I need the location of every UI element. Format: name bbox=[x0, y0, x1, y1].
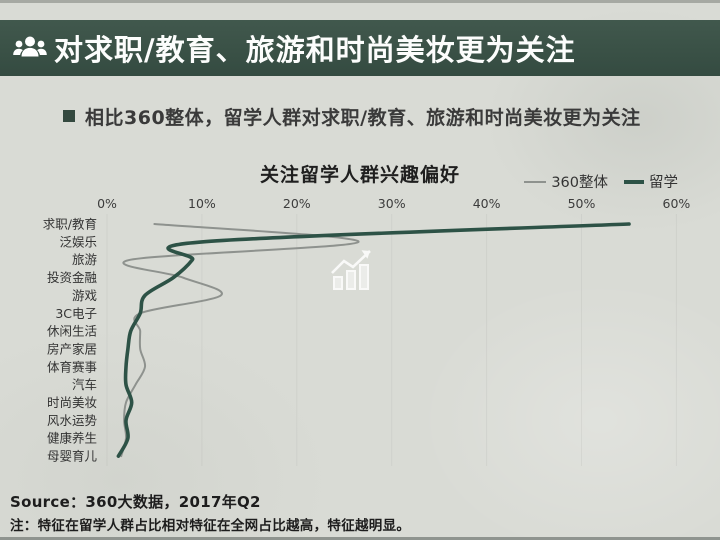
footer-note: 注：特征在留学人群占比相对特征在全网占比越高，特征越明显。 bbox=[10, 518, 411, 534]
category-label: 汽车 bbox=[72, 377, 97, 392]
category-label: 时尚美妆 bbox=[47, 395, 97, 410]
header-bar: 对求职/教育、旅游和时尚美妆更为关注 bbox=[0, 20, 720, 76]
category-label: 健康养生 bbox=[47, 431, 97, 446]
category-label: 3C电子 bbox=[55, 306, 97, 321]
key-point-text: 相比360整体，留学人群对求职/教育、旅游和时尚美妆更为关注 bbox=[85, 107, 641, 129]
category-label: 投资金融 bbox=[47, 270, 98, 285]
bullet-square-icon bbox=[63, 110, 75, 122]
overall-line-swatch-icon bbox=[524, 180, 547, 183]
legend-label-liuxue: 留学 bbox=[649, 175, 678, 191]
legend-label-overall: 360整体 bbox=[551, 175, 608, 191]
liuxue-line-swatch-icon bbox=[624, 179, 644, 184]
x-tick-label: 20% bbox=[283, 196, 311, 211]
header-title: 对求职/教育、旅游和时尚美妆更为关注 bbox=[54, 33, 576, 67]
bar-chart-growth-watermark-icon bbox=[331, 250, 371, 290]
x-tick-label: 10% bbox=[188, 196, 216, 211]
footer-source: Source：360大数据，2017年Q2 bbox=[10, 493, 261, 511]
category-label: 旅游 bbox=[72, 252, 98, 267]
category-label: 体育赛事 bbox=[47, 359, 97, 374]
category-label: 泛娱乐 bbox=[59, 234, 97, 249]
key-point-row: 相比360整体，留学人群对求职/教育、旅游和时尚美妆更为关注 bbox=[63, 103, 641, 130]
slide-top-edge bbox=[0, 0, 720, 3]
x-tick-label: 30% bbox=[378, 196, 406, 211]
people-group-icon bbox=[13, 36, 47, 57]
category-label: 求职/教育 bbox=[43, 217, 97, 232]
x-tick-label: 40% bbox=[473, 196, 501, 211]
legend-item-overall: 360整体 bbox=[524, 171, 608, 192]
category-label: 房产家居 bbox=[47, 341, 97, 356]
category-label: 母婴育儿 bbox=[47, 449, 98, 464]
legend-item-liuxue: 留学 bbox=[624, 171, 678, 192]
category-label: 游戏 bbox=[72, 288, 97, 303]
x-tick-label: 0% bbox=[97, 196, 117, 211]
x-tick-label: 50% bbox=[568, 196, 596, 211]
chart-legend: 360整体 留学 bbox=[524, 171, 678, 192]
series-line-留学 bbox=[116, 222, 631, 458]
category-label: 风水运势 bbox=[47, 413, 98, 428]
slide-bottom-edge bbox=[0, 537, 720, 540]
category-label: 休闲生活 bbox=[47, 324, 97, 339]
chart-title: 关注留学人群兴趣偏好 bbox=[259, 164, 460, 186]
series-line-360整体 bbox=[120, 223, 360, 458]
x-tick-label: 60% bbox=[663, 196, 691, 211]
